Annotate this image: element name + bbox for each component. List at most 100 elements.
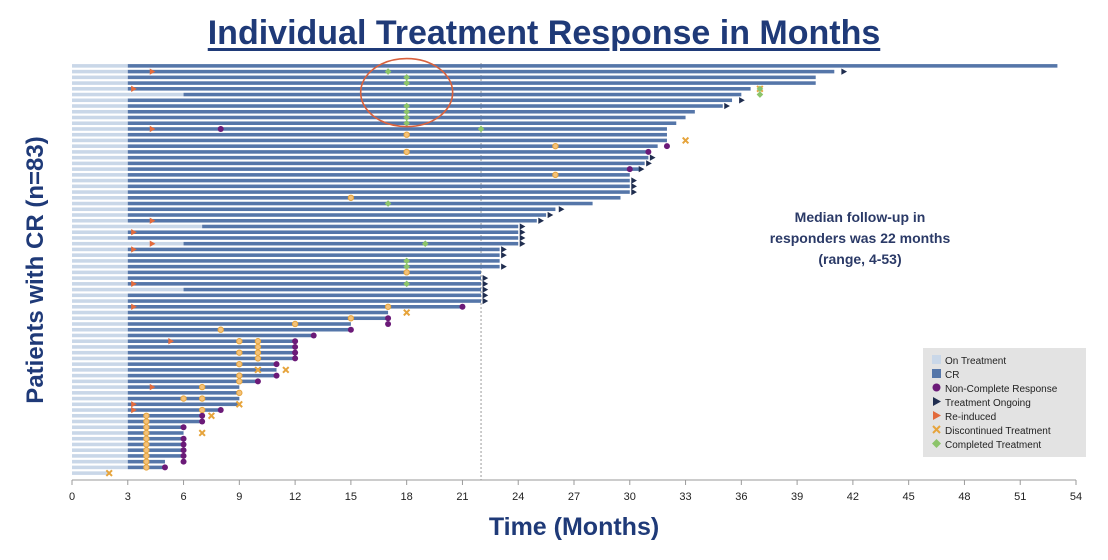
cr-bar-17 [127, 155, 649, 160]
highlight-circle [359, 57, 454, 128]
legend-item-non-complete-response: Non-Complete Response [931, 383, 1057, 396]
legend-label: On Treatment [945, 356, 1007, 367]
on-treatment-bar-25 [72, 201, 128, 206]
marker-p61-2-non-complete [217, 407, 224, 414]
note-line-2: responders was 22 months [769, 230, 951, 246]
marker-p30-0-reinduced [131, 229, 137, 236]
marker-p33-0-reinduced [131, 246, 137, 253]
marker-p11-0-completed [403, 119, 410, 127]
on-treatment-bar-15 [72, 144, 128, 148]
on-treatment-bar-14 [72, 138, 128, 143]
on-treatment-bar-7 [72, 98, 128, 103]
on-treatment-bar-49 [72, 339, 128, 343]
marker-p50-0-open-marker [254, 343, 262, 351]
on-treatment-bar-28 [72, 218, 128, 223]
cr-bar-26 [127, 207, 556, 212]
cr-bar-65 [127, 431, 184, 435]
marker-p47-1-non-complete [347, 326, 354, 333]
legend-label: Treatment Ongoing [945, 398, 1031, 409]
cr-bar-23 [127, 190, 630, 194]
marker-p5-2-completed [756, 85, 764, 93]
cr-bar-58 [127, 391, 240, 395]
on-treatment-bar-51 [72, 350, 128, 355]
marker-p2-2-ongoing [841, 68, 848, 75]
marker-p9-0-completed [403, 108, 410, 116]
x-tick-label-39: 39 [791, 491, 803, 503]
x-tick-label-18: 18 [401, 491, 413, 503]
cr-bar-46 [127, 322, 351, 326]
cr-bar-13 [127, 132, 667, 137]
legend-item-cr: CR [931, 369, 959, 382]
on-treatment-bar-71 [72, 465, 128, 470]
on-treatment-bar-26 [72, 207, 128, 212]
marker-p60-1-discontinued [235, 400, 243, 408]
marker-p45-0-open-marker [347, 315, 355, 322]
on-treatment-bar-61 [72, 408, 128, 412]
cr-bar-39 [127, 282, 482, 286]
on-treatment-bar-17 [72, 155, 128, 160]
cr-bar-63 [127, 419, 203, 424]
marker-p10-0-completed [403, 114, 410, 121]
marker-p45-1-non-complete [385, 315, 392, 322]
marker-p67-1-non-complete [180, 441, 187, 448]
on-treatment-bar-24 [72, 196, 128, 200]
on-treatment-bar-59 [72, 396, 128, 401]
x-tick-label-12: 12 [289, 491, 301, 503]
cr-bar-41 [127, 293, 482, 298]
on-treatment-bar-58 [72, 391, 128, 395]
on-treatment-bar-56 [72, 379, 128, 384]
cr-bar-66 [127, 436, 184, 441]
on-treatment-bar-54 [72, 368, 128, 372]
on-treatment-bar-40 [72, 287, 184, 292]
marker-p32-1-completed [421, 240, 429, 248]
x-tick-label-36: 36 [735, 491, 747, 503]
marker-p71-0-open-marker [143, 464, 150, 471]
cr-bar-37 [127, 270, 482, 275]
cr-bar-21 [127, 178, 630, 183]
x-tick-label-30: 30 [624, 491, 636, 503]
marker-p47-0-open-marker [217, 326, 224, 333]
x-tick-label-27: 27 [568, 491, 580, 503]
marker-p46-0-open-marker [291, 320, 299, 328]
on-treatment-bar-20 [72, 173, 128, 177]
on-treatment-bar-33 [72, 247, 128, 252]
x-tick-label-45: 45 [903, 491, 915, 503]
marker-p5-0-reinduced [131, 85, 137, 92]
legend-triangle-icon [931, 411, 941, 424]
cr-bar-24 [127, 196, 621, 200]
marker-p24-0-open-marker [347, 194, 355, 201]
marker-p60-0-reinduced [131, 401, 137, 408]
cr-bar-64 [127, 425, 184, 430]
on-treatment-bar-32 [72, 241, 184, 246]
cr-bar-8 [127, 104, 723, 108]
marker-p51-2-non-complete [292, 349, 299, 356]
marker-p31-0-ongoing [519, 234, 526, 242]
on-treatment-bar-39 [72, 282, 128, 286]
marker-p37-0-open-marker [403, 269, 410, 276]
marker-p23-0-ongoing [631, 188, 637, 196]
on-treatment-bar-57 [72, 385, 128, 389]
marker-p39-0-reinduced [131, 280, 137, 287]
marker-p14-0-discontinued [682, 136, 690, 144]
cr-bar-18 [127, 161, 645, 166]
cr-bar-60 [127, 402, 240, 407]
legend-label: Discontinued Treatment [945, 426, 1051, 437]
marker-p48-0-non-complete [310, 332, 317, 339]
cr-bar-27 [127, 213, 547, 217]
on-treatment-bar-2 [72, 69, 128, 74]
marker-p52-0-open-marker [254, 355, 262, 362]
on-treatment-bar-5 [72, 87, 128, 91]
on-treatment-bar-38 [72, 276, 128, 280]
cr-bar-49 [127, 339, 296, 343]
on-treatment-bar-34 [72, 253, 128, 257]
marker-p12-2-completed [477, 125, 485, 133]
marker-p12-1-non-complete [217, 125, 224, 132]
on-treatment-bar-55 [72, 373, 128, 378]
marker-p71-1-non-complete [161, 464, 168, 471]
on-treatment-bar-21 [72, 178, 128, 183]
on-treatment-bar-8 [72, 104, 128, 108]
on-treatment-bar-29 [72, 224, 203, 229]
cr-bar-28 [127, 218, 537, 223]
legend-square-icon [931, 369, 941, 382]
cr-bar-4 [127, 81, 816, 85]
